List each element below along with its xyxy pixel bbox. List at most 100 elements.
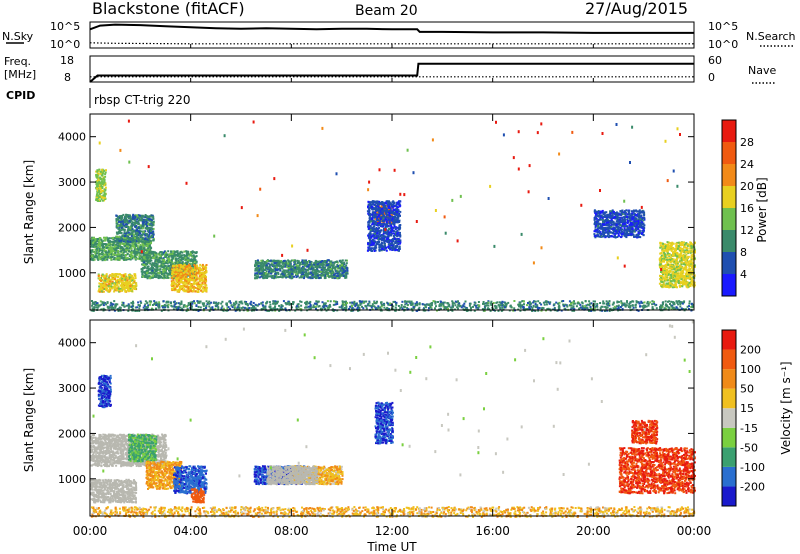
data-cell	[130, 249, 133, 252]
data-cell	[277, 272, 280, 274]
data-cell	[166, 275, 169, 278]
data-cell	[160, 257, 163, 260]
data-cell	[122, 288, 125, 291]
data-cell	[124, 290, 127, 293]
data-cell	[198, 279, 201, 282]
data-cell	[194, 261, 197, 264]
data-cell	[333, 266, 336, 269]
data-cell	[115, 221, 118, 224]
data-cell	[145, 256, 148, 259]
data-cell	[123, 276, 126, 279]
data-cell	[320, 268, 323, 271]
data-cell	[125, 275, 128, 278]
data-cell	[159, 271, 162, 274]
data-cell	[187, 257, 190, 260]
data-cell	[258, 272, 261, 275]
data-cell	[145, 273, 148, 276]
data-cell	[150, 232, 153, 235]
data-cell	[191, 275, 194, 278]
data-cell	[187, 260, 190, 263]
data-cell	[193, 281, 196, 284]
data-cell	[120, 245, 122, 248]
data-cell	[256, 272, 258, 275]
data-cell	[153, 262, 156, 265]
data-cell	[163, 272, 166, 275]
data-cell	[260, 259, 263, 262]
data-cell	[175, 258, 177, 261]
data-cell	[142, 275, 145, 278]
data-cell	[187, 270, 190, 273]
data-cell	[283, 270, 286, 273]
data-cell	[101, 253, 104, 256]
data-cell	[342, 268, 345, 271]
data-cell	[106, 284, 108, 287]
data-cell	[295, 270, 298, 273]
data-cell	[103, 199, 105, 202]
data-cell	[117, 285, 120, 288]
data-cell	[187, 253, 190, 256]
data-cell	[184, 275, 187, 278]
data-cell	[150, 265, 153, 268]
data-cell	[274, 262, 277, 265]
data-cell	[95, 252, 98, 255]
data-cell	[119, 221, 122, 224]
data-cell	[265, 264, 268, 267]
data-cell	[108, 256, 111, 259]
data-cell	[171, 254, 174, 257]
data-cell	[153, 264, 156, 267]
data-cell	[120, 236, 123, 239]
data-cell	[140, 219, 143, 222]
data-cell	[340, 264, 343, 266]
data-cell	[142, 215, 145, 218]
data-cell	[101, 187, 104, 189]
data-cell	[95, 247, 98, 250]
data-cell	[131, 279, 134, 282]
data-cell	[158, 259, 161, 262]
data-cell	[131, 233, 133, 235]
data-cell	[176, 261, 179, 264]
data-cell	[168, 269, 170, 272]
data-cell	[154, 260, 157, 263]
data-cell	[142, 266, 145, 269]
data-cell	[101, 189, 104, 192]
data-cell	[177, 276, 180, 279]
data-cell	[97, 239, 100, 242]
data-cell	[97, 185, 100, 188]
data-cell	[101, 172, 104, 175]
data-cell	[115, 224, 118, 227]
data-cell	[110, 246, 113, 249]
data-cell	[144, 264, 147, 267]
data-cell	[108, 278, 111, 281]
data-cell	[126, 253, 129, 255]
data-cell	[98, 247, 101, 250]
data-cell	[139, 243, 142, 246]
data-cell	[127, 225, 129, 228]
data-cell	[148, 231, 151, 234]
data-cell	[175, 285, 178, 288]
data-cell	[172, 264, 175, 267]
data-cell	[180, 256, 183, 259]
data-cell	[124, 256, 127, 259]
data-cell	[142, 222, 145, 225]
data-cell	[118, 256, 121, 259]
data-cell	[178, 252, 181, 255]
data-cell	[100, 244, 103, 247]
data-cell	[338, 267, 341, 270]
data-cell	[102, 284, 105, 286]
data-cell	[116, 282, 119, 285]
data-cell	[104, 171, 107, 174]
data-cell	[313, 271, 316, 274]
data-cell	[101, 245, 104, 247]
data-cell	[116, 275, 119, 278]
data-cell	[98, 253, 101, 256]
data-cell	[160, 275, 163, 278]
data-cell	[127, 245, 129, 248]
data-cell	[116, 242, 119, 245]
data-cell	[132, 218, 135, 220]
data-cell	[129, 284, 132, 287]
data-cell	[108, 251, 110, 254]
data-cell	[105, 287, 108, 290]
data-cell	[149, 249, 152, 251]
data-cell	[122, 278, 125, 281]
data-cell	[103, 181, 106, 184]
